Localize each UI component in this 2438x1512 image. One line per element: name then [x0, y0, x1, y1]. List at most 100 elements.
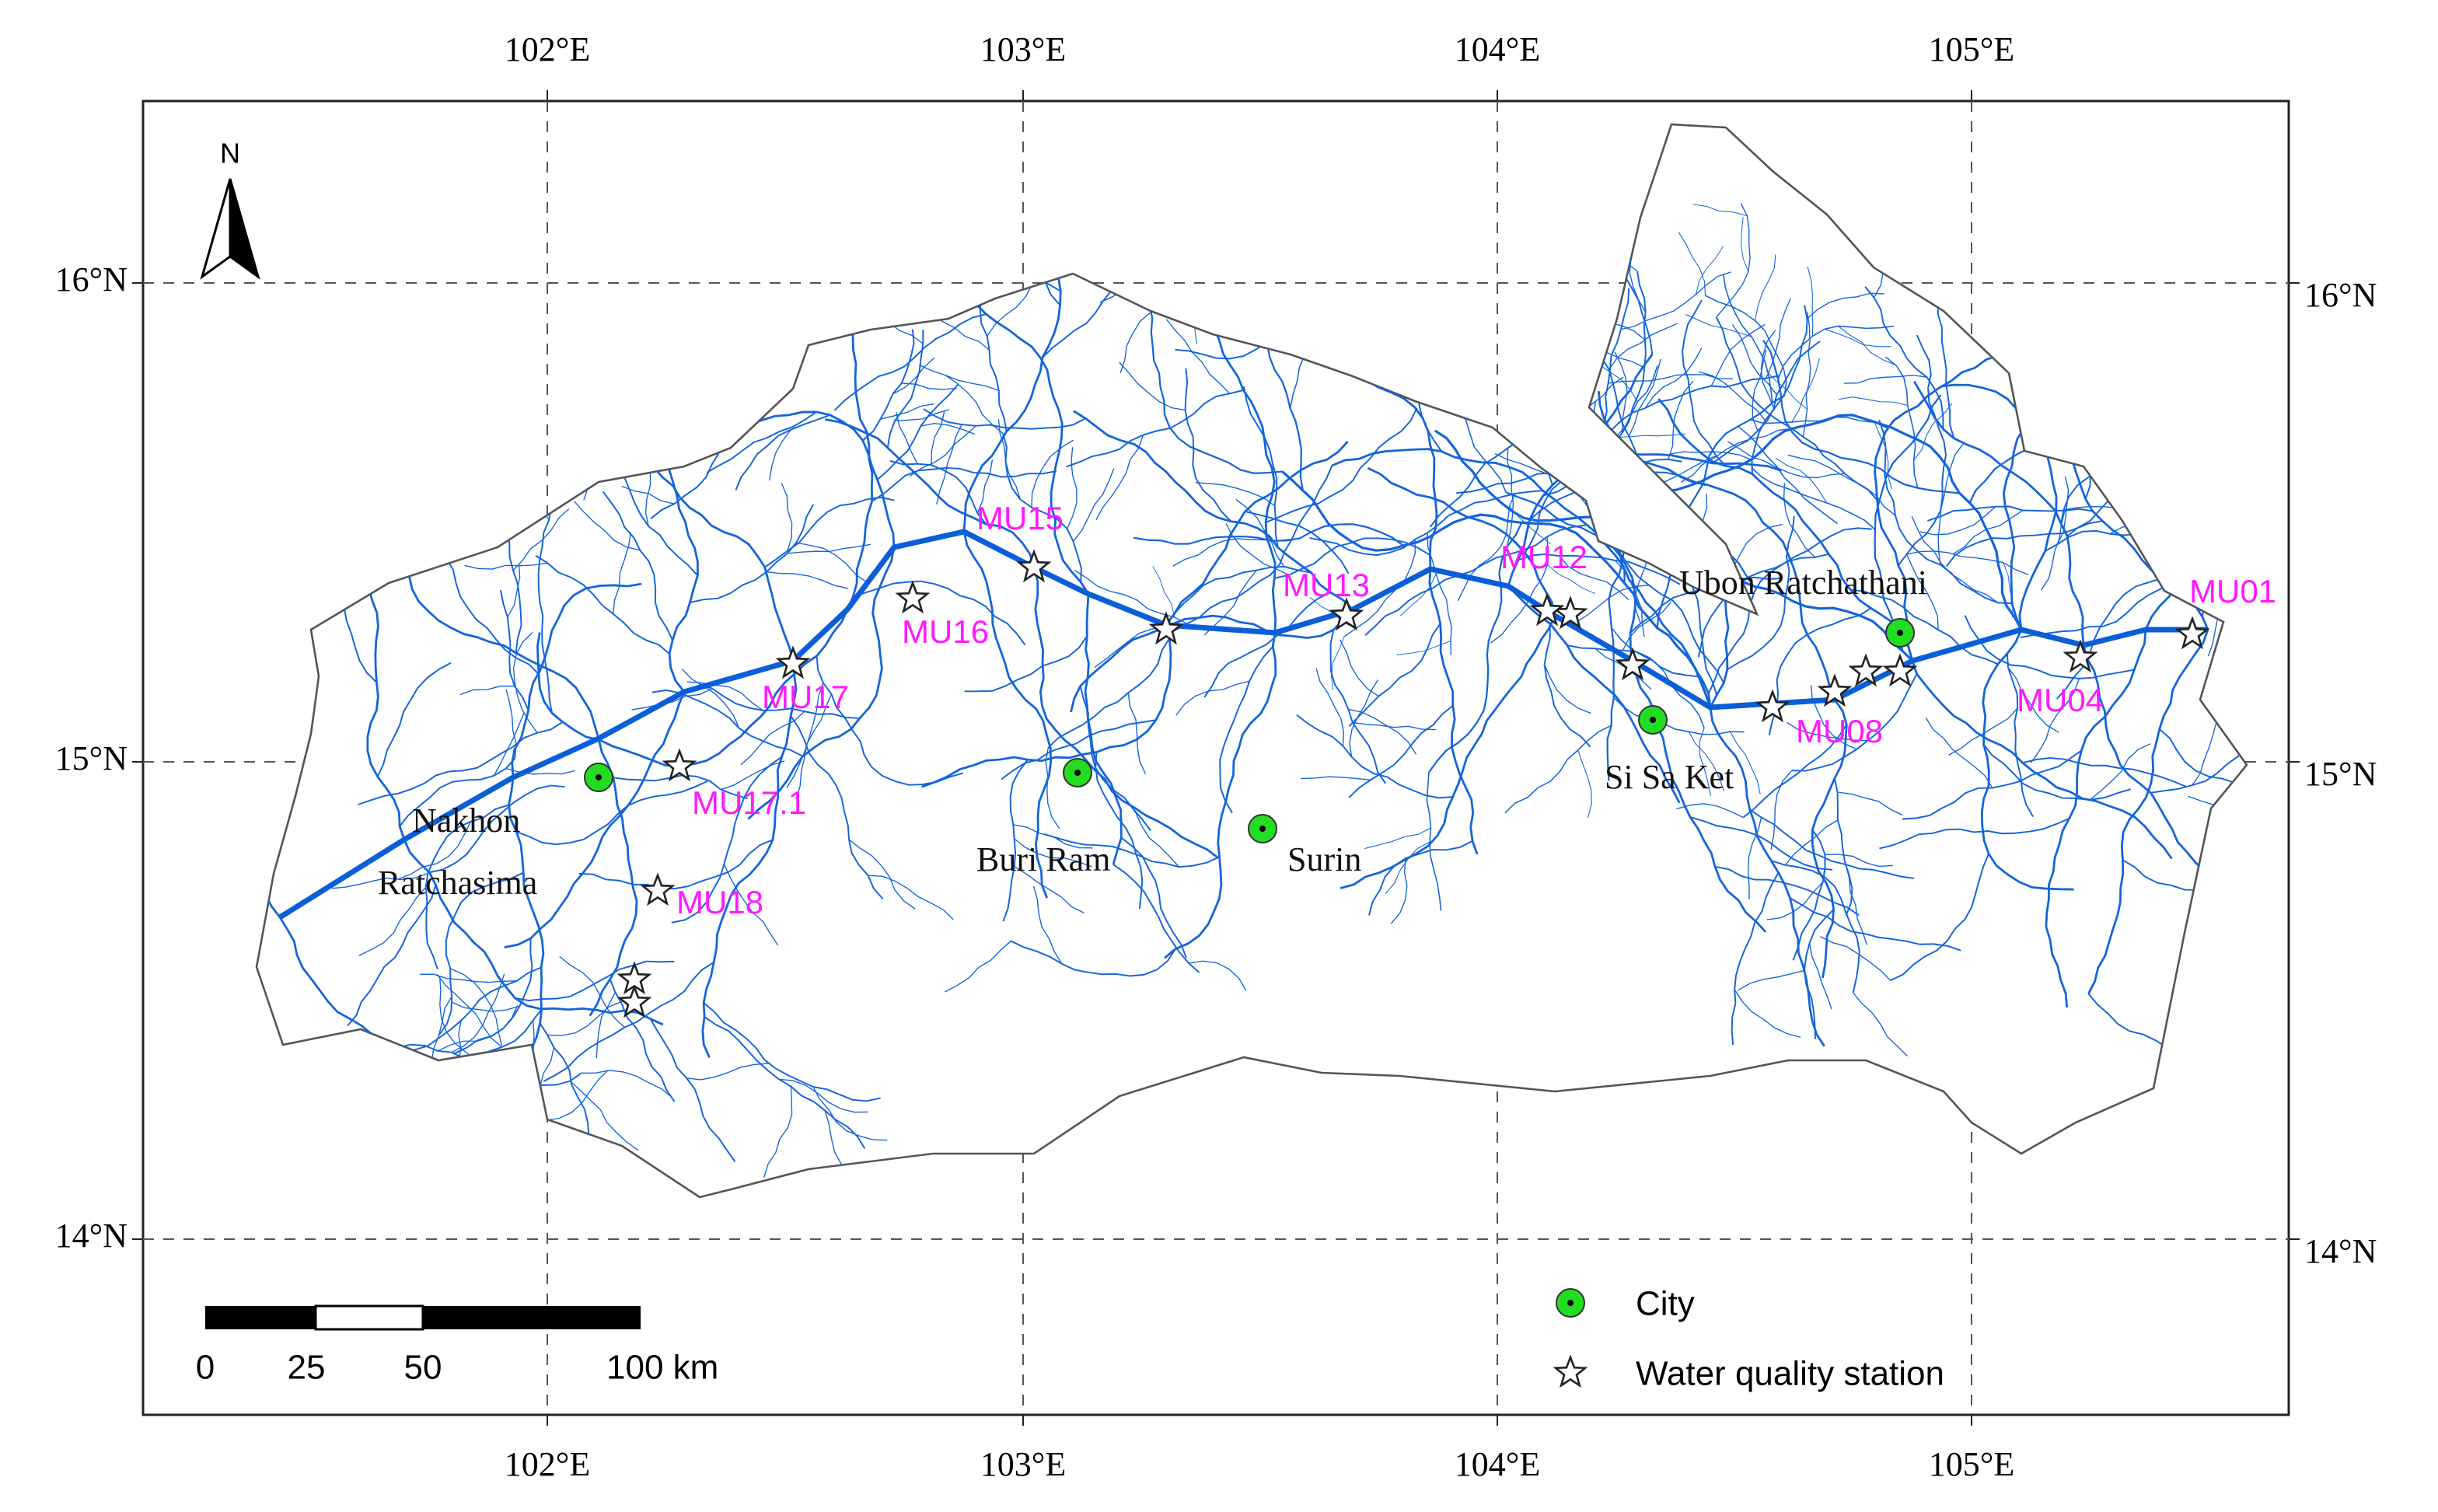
north-arrow-right	[229, 178, 260, 280]
station-label: MU04	[2017, 682, 2104, 718]
tributary	[397, 821, 472, 880]
tributary	[896, 412, 918, 464]
tributary	[2006, 653, 2034, 818]
tributary	[1084, 593, 1123, 865]
tributary	[631, 688, 713, 711]
scale-segment	[314, 1304, 424, 1331]
tributary	[358, 721, 564, 805]
station-label: MU17	[762, 679, 849, 715]
tributary	[1738, 425, 1839, 525]
station-marker	[2063, 639, 2098, 673]
tributary	[2056, 577, 2164, 700]
tributary	[649, 1018, 736, 1162]
tributary	[1696, 246, 1724, 295]
station-marker	[1817, 673, 1853, 707]
tributary	[511, 582, 642, 778]
tributary	[2308, 614, 2339, 691]
station-marker	[616, 984, 652, 1018]
tributary	[596, 992, 616, 1059]
tributary	[1792, 829, 1826, 961]
map-features: MU15 MU16 MU17 MU17.1 MU18 MU13 MU12 MU08 MU04 MU…	[378, 500, 2276, 1018]
tributary	[1184, 368, 1232, 522]
tributary	[721, 760, 785, 791]
station-marker	[895, 580, 931, 614]
tributary	[1811, 699, 1848, 979]
tributary	[1897, 334, 1947, 567]
tributary	[1727, 515, 1795, 670]
tributary	[1808, 943, 1832, 1010]
tributary	[1807, 267, 1814, 337]
tributary	[399, 757, 516, 827]
tributary	[833, 313, 987, 411]
scale-label: 25	[288, 1349, 326, 1387]
station-marker	[1529, 592, 1565, 627]
tributary	[1656, 395, 1786, 629]
city-label: Ubon Ratchathani	[1679, 564, 1927, 602]
station-label: MU17.1	[692, 784, 806, 821]
tributary	[569, 1081, 639, 1151]
tributary	[1315, 668, 1345, 746]
tributary	[512, 632, 538, 734]
tributary	[747, 546, 896, 820]
longitude-label: 102°E	[505, 30, 590, 68]
tributary	[848, 839, 916, 910]
tributary	[1390, 857, 1408, 924]
tributary	[1428, 568, 1479, 855]
legend: City Water quality station	[1553, 1285, 1944, 1393]
tributary	[1714, 865, 1860, 917]
tributary	[1507, 448, 1514, 545]
tributary	[1002, 433, 1082, 582]
tributary	[493, 712, 525, 777]
tributary	[1927, 505, 2093, 522]
station-marker	[1848, 653, 1884, 687]
tributary	[945, 940, 1011, 993]
tributary	[1047, 637, 1171, 749]
tributary	[1014, 866, 1085, 914]
tributary	[1885, 356, 1919, 488]
station-label: MU13	[1283, 567, 1370, 603]
tributary	[1399, 573, 1437, 616]
tributary	[358, 886, 427, 956]
tributary	[2313, 995, 2328, 1216]
tributary	[1874, 394, 1942, 651]
tributary	[419, 973, 517, 983]
tributary	[1203, 570, 1257, 636]
tributary	[868, 875, 954, 920]
tributary	[1833, 778, 1853, 916]
tributary	[781, 483, 793, 551]
legend-label: Water quality station	[1636, 1355, 1944, 1393]
city-dot	[1650, 717, 1656, 723]
tributary	[2420, 536, 2438, 610]
tributary	[1610, 543, 1725, 683]
north-label: N	[220, 138, 240, 169]
scale-label: 0	[196, 1349, 215, 1387]
longitude-label: 103°E	[980, 1445, 1066, 1483]
tributary	[1913, 403, 1953, 461]
tributary	[1066, 389, 1244, 468]
tributary	[1189, 960, 1247, 991]
legend-city-dot	[1567, 1300, 1574, 1306]
tributary	[1045, 747, 1060, 829]
tributary	[816, 655, 964, 786]
tributary	[889, 459, 987, 525]
tributary	[1751, 466, 1876, 530]
city-label: Si Sa Ket	[1605, 758, 1734, 796]
tributary	[862, 329, 915, 442]
tributary	[1032, 885, 1063, 965]
tributary	[1490, 536, 1549, 644]
tributary	[621, 486, 675, 505]
tributary	[82, 433, 144, 615]
tributary	[2020, 585, 2175, 638]
city-dot	[1897, 630, 1903, 636]
longitude-label: 104°E	[1455, 30, 1540, 68]
tributary	[768, 429, 791, 481]
city-label: Ratchasima	[378, 864, 537, 902]
tributary	[763, 1086, 793, 1179]
tributary	[936, 424, 962, 505]
tributary	[2007, 667, 2059, 733]
tributary	[812, 1086, 888, 1141]
tributary	[1742, 724, 1848, 819]
tributary	[1787, 721, 1868, 742]
tributary	[1731, 872, 1780, 1046]
tributary	[1072, 468, 1115, 542]
